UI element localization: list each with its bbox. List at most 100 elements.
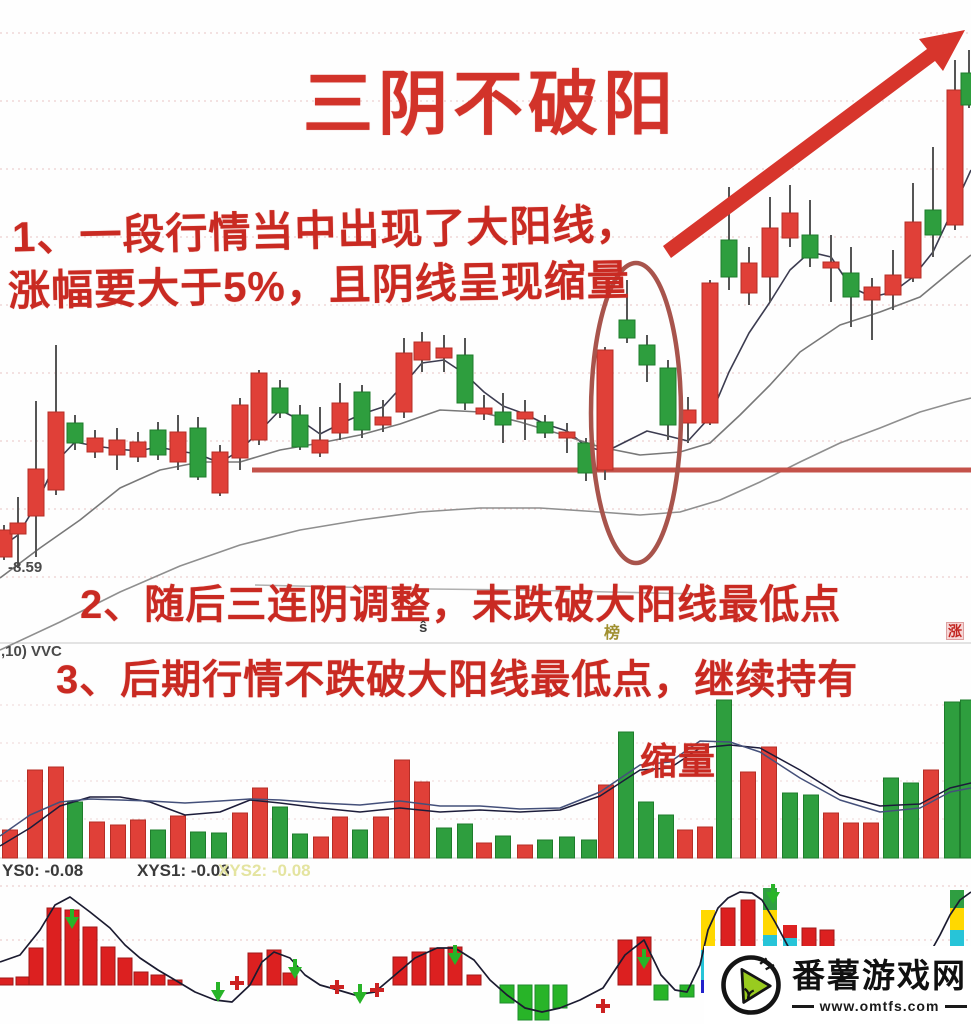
candle xyxy=(189,427,207,478)
down-arrow-marker xyxy=(65,917,79,929)
volume-bar xyxy=(190,831,206,859)
indicator-bar xyxy=(15,976,31,986)
volume-bar xyxy=(89,821,105,859)
cross-marker xyxy=(235,976,239,990)
down-arrow-marker xyxy=(637,957,651,969)
annotation-step3: 3、后期行情不跌破大阳线最低点，继续持有 xyxy=(56,658,859,702)
candle xyxy=(149,429,167,456)
indicator-stacked-bar xyxy=(950,908,964,930)
watermark-site-url: www.omtfs.com xyxy=(819,998,940,1014)
volume-bar xyxy=(27,769,43,859)
indicator-value-xys0: YS0: -0.08 xyxy=(2,861,84,880)
divider xyxy=(792,1004,814,1008)
volume-bar xyxy=(863,822,879,859)
ma-flat xyxy=(254,584,701,595)
candle xyxy=(558,431,576,439)
indicator-bar xyxy=(150,974,166,986)
indicator-bar xyxy=(411,951,427,986)
divider xyxy=(945,1004,968,1008)
volume-bar xyxy=(677,829,693,859)
candle xyxy=(720,239,738,278)
cross-marker xyxy=(601,999,605,1013)
candle xyxy=(884,274,902,296)
volume-bar xyxy=(252,787,268,859)
watermark-text-block: 番薯游戏网 www.omtfs.com xyxy=(792,956,968,1014)
indicator-stacked-bar xyxy=(783,925,797,938)
down-arrow-marker xyxy=(293,959,297,968)
indicator-value-xys1: XYS1: -0.08 xyxy=(137,861,230,880)
candle xyxy=(475,407,493,415)
volume-bar xyxy=(740,771,756,859)
down-arrow-marker xyxy=(70,909,74,918)
indicator-bar xyxy=(653,984,669,1001)
volume-bar xyxy=(150,829,166,859)
indicator-bar xyxy=(28,947,44,986)
volume-bar xyxy=(495,835,511,859)
indicator-bar xyxy=(429,947,445,986)
marker-s-label: ŝ xyxy=(419,619,428,636)
candle xyxy=(331,402,349,434)
candle xyxy=(596,349,614,471)
marker-zhang-badge: 涨 xyxy=(946,622,964,640)
candle xyxy=(0,529,13,558)
volume-bar xyxy=(944,701,960,859)
candle xyxy=(822,261,840,269)
indicator-bar xyxy=(82,926,98,986)
vol-ma2 xyxy=(0,740,971,837)
candle xyxy=(801,234,819,259)
candle xyxy=(211,451,229,494)
volume-bar xyxy=(170,815,186,859)
candle xyxy=(494,411,512,426)
cross-marker xyxy=(375,983,379,997)
candle xyxy=(169,431,187,463)
volume-bar xyxy=(457,823,473,859)
indicator-bar xyxy=(100,946,116,986)
volume-bar xyxy=(272,806,288,859)
candle xyxy=(395,352,413,413)
volume-bar xyxy=(716,699,732,859)
price-axis-label: -8.59 xyxy=(8,559,43,576)
candle xyxy=(946,89,964,226)
indicator-bar xyxy=(0,977,14,986)
down-arrow-marker xyxy=(288,967,302,979)
marker-bang-label: 榜 xyxy=(604,625,621,642)
annotation-step1-line2: 涨幅要大于5%，且阴线呈现缩量 xyxy=(7,256,631,315)
page-title: 三阴不破阳 xyxy=(303,65,678,143)
indicator-stacked-bar xyxy=(763,910,777,935)
indicator-bar xyxy=(46,907,62,986)
down-arrow-marker xyxy=(453,945,457,954)
volume-bar xyxy=(332,816,348,859)
candle xyxy=(108,439,126,456)
volume-bar xyxy=(352,829,368,859)
candle xyxy=(638,344,656,366)
candle xyxy=(435,347,453,359)
candle xyxy=(27,468,45,517)
candle xyxy=(250,372,268,441)
volume-bar xyxy=(67,801,83,859)
volume-bar xyxy=(232,812,248,859)
indicator-value-xys2: XYS2: -0.08 xyxy=(218,861,311,880)
down-arrow-marker xyxy=(448,953,462,965)
site-watermark: 番薯游戏网 www.omtfs.com xyxy=(704,946,971,1024)
candle xyxy=(781,212,799,239)
highlight-ellipse xyxy=(588,260,684,566)
candle xyxy=(353,391,371,431)
volume-bar xyxy=(823,812,839,859)
volume-bar xyxy=(923,769,939,859)
volume-bar xyxy=(436,827,452,859)
volume-bar xyxy=(414,781,430,859)
trend-arrow xyxy=(663,30,965,258)
volume-bar xyxy=(313,836,329,859)
candle xyxy=(863,286,881,301)
candle xyxy=(701,282,719,424)
volume-bar xyxy=(110,824,126,859)
indicator-bar xyxy=(552,984,568,1009)
volume-bar xyxy=(559,836,575,859)
sweet-potato-play-logo-icon xyxy=(721,955,781,1015)
volume-bar xyxy=(638,801,654,859)
volume-bar xyxy=(537,839,553,859)
down-arrow-marker xyxy=(211,990,225,1002)
down-arrow-marker xyxy=(216,982,220,991)
candle xyxy=(47,411,65,491)
